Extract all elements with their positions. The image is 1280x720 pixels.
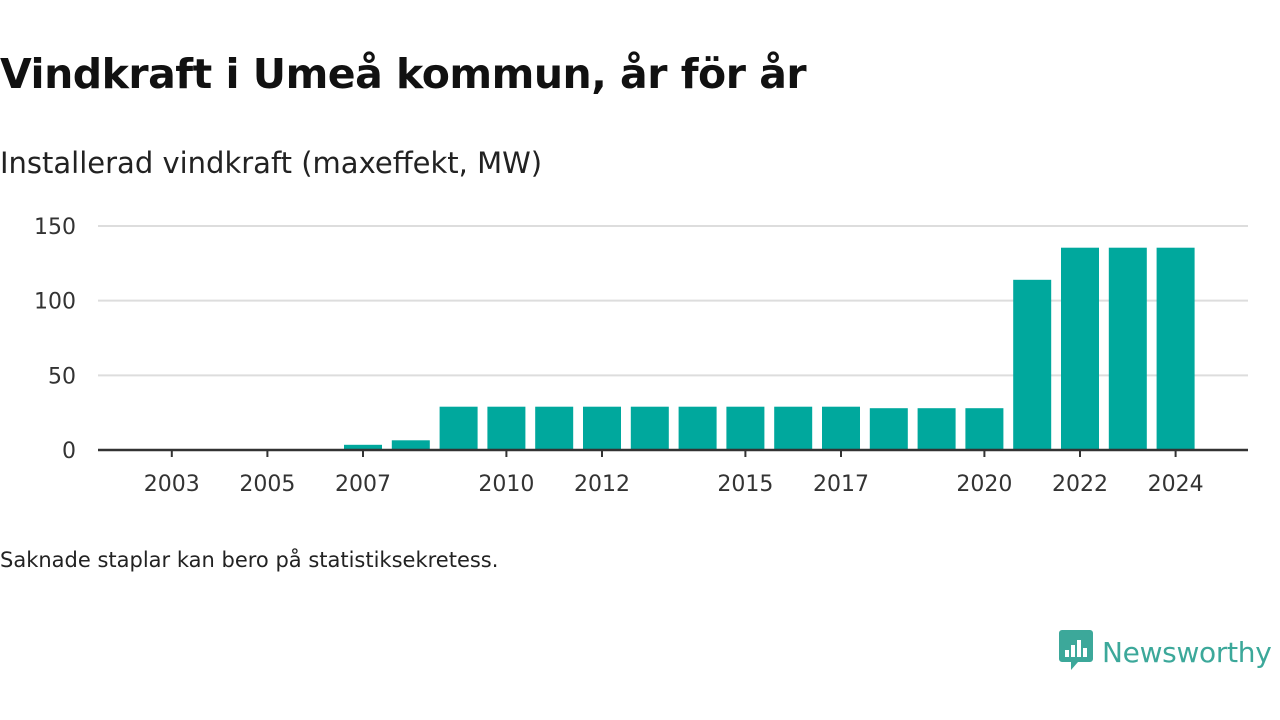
y-tick-label-150: 150 bbox=[34, 215, 76, 240]
x-tick-label-2020: 2020 bbox=[956, 472, 1012, 497]
x-tick-label-2012: 2012 bbox=[574, 472, 630, 497]
x-tick-label-2003: 2003 bbox=[144, 472, 200, 497]
y-axis-labels: 0 50 100 150 bbox=[34, 215, 76, 464]
bars bbox=[344, 247, 1195, 450]
chart-subtitle: Installerad vindkraft (maxeffekt, MW) bbox=[0, 146, 543, 180]
bar-2019[interactable] bbox=[917, 408, 956, 450]
x-tick-label-2022: 2022 bbox=[1052, 472, 1108, 497]
bar-2023[interactable] bbox=[1108, 247, 1147, 450]
x-tick-label-2024: 2024 bbox=[1148, 472, 1204, 497]
bar-2022[interactable] bbox=[1061, 247, 1099, 450]
bar-2009[interactable] bbox=[439, 406, 478, 450]
x-tick-label-2007: 2007 bbox=[335, 472, 391, 497]
bar-2017[interactable] bbox=[822, 406, 860, 450]
gridlines bbox=[98, 225, 1248, 377]
brand-name: Newsworthy bbox=[1102, 635, 1272, 669]
bar-2018[interactable] bbox=[869, 408, 908, 450]
x-tick-label-2005: 2005 bbox=[239, 472, 295, 497]
x-axis: 2003 2005 2007 2010 2012 2015 2017 2020 2022 2024 bbox=[98, 448, 1248, 497]
bar-2013[interactable] bbox=[630, 406, 669, 450]
footnote: Saknade staplar kan bero på statistiksek… bbox=[0, 548, 499, 572]
bar-2016[interactable] bbox=[774, 406, 813, 450]
bar-2014[interactable] bbox=[678, 406, 717, 450]
chart-title: Vindkraft i Umeå kommun, år för år bbox=[0, 50, 807, 98]
bar-2008[interactable] bbox=[391, 440, 430, 450]
y-tick-label-0: 0 bbox=[62, 439, 76, 464]
newsworthy-logo-icon bbox=[1058, 628, 1094, 676]
brand-logo[interactable]: Newsworthy bbox=[1058, 628, 1272, 676]
x-tick-label-2010: 2010 bbox=[478, 472, 534, 497]
bar-2010[interactable] bbox=[487, 406, 526, 450]
bar-2021[interactable] bbox=[1013, 279, 1052, 450]
y-tick-label-50: 50 bbox=[48, 364, 76, 389]
bar-2011[interactable] bbox=[535, 406, 574, 450]
x-tick-label-2015: 2015 bbox=[717, 472, 773, 497]
y-tick-label-100: 100 bbox=[34, 290, 76, 315]
bar-2020[interactable] bbox=[965, 408, 1004, 450]
bar-2024[interactable] bbox=[1156, 247, 1195, 450]
bar-2007[interactable] bbox=[344, 444, 382, 450]
bar-2015[interactable] bbox=[726, 406, 765, 450]
bar-2012[interactable] bbox=[583, 406, 621, 450]
x-tick-label-2017: 2017 bbox=[813, 472, 869, 497]
